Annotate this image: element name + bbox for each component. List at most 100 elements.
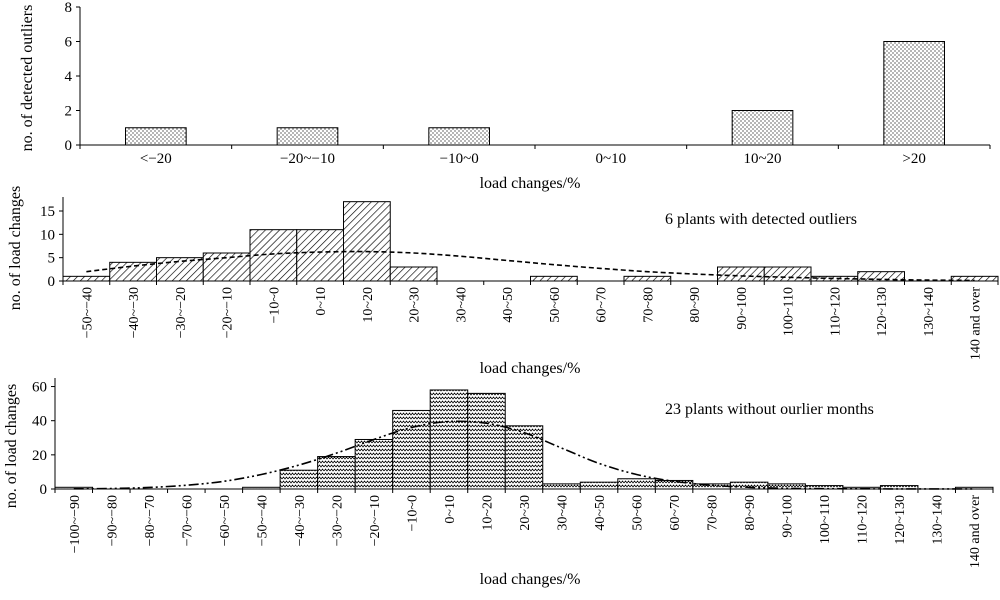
p1-category-label: 10~20 [743, 151, 781, 167]
p2-category-label: −40~−30 [127, 287, 142, 338]
p2-fit-curve [86, 250, 975, 282]
p3-fit-curve [73, 420, 975, 490]
p2-category-label: 50~60 [548, 287, 563, 323]
p2-bar [389, 266, 438, 282]
p2-category-label: 10~20 [361, 287, 376, 323]
p3-bar [467, 392, 506, 490]
p2-bar [156, 257, 204, 282]
p3-category-label: −70~−60 [180, 495, 195, 546]
p2-category-label: 0~10 [314, 287, 329, 316]
p3-category-label: 20~30 [518, 495, 533, 531]
p2-category-label: 30~40 [454, 287, 469, 323]
p1-bar [428, 127, 491, 146]
p3-category-label: 70~80 [706, 495, 721, 531]
p3-bar [242, 486, 281, 490]
p3-category-label: −20~−10 [368, 495, 383, 546]
p1-category-label: 0~10 [596, 151, 627, 167]
p2-ylabel: no. of load changes [7, 186, 24, 310]
p2-category-label: 80~90 [688, 287, 703, 323]
p2-bar [296, 229, 344, 282]
p3-bar [392, 409, 431, 490]
p3-category-label: −40~−30 [293, 495, 308, 546]
p2-bar [530, 275, 578, 282]
p2-xlabel: load changes/% [480, 360, 581, 377]
p1-ylabel: no. of detected outliers [19, 5, 36, 152]
p1-category-label: >20 [902, 151, 925, 167]
p3-category-label: −100~−90 [68, 495, 83, 553]
p2-category-label: 140 and over [969, 287, 984, 360]
p3-category-label: 140 and over [968, 495, 983, 568]
p2-category-label: −50~−40 [80, 287, 95, 338]
p2-category-label: −10~0 [267, 287, 282, 323]
p3-category-label: 80~90 [743, 495, 758, 531]
p3-category-label: −90~−80 [105, 495, 120, 546]
p3-bar [504, 425, 544, 490]
p3-category-label: −50~−40 [255, 495, 270, 546]
p1-bar [125, 127, 187, 146]
p2-bar [62, 275, 111, 282]
p3-category-label: 100~110 [818, 495, 833, 544]
p3-annotation: 23 plants without ourlier months [665, 401, 874, 418]
p2-bar [623, 275, 672, 282]
p1-category-label: −20~−10 [280, 151, 335, 167]
p1-bar [883, 41, 945, 146]
p2-category-label: 110~120 [828, 287, 843, 336]
p3-bar [879, 485, 919, 490]
p2-y-tick-label: 10 [40, 227, 55, 243]
p2-category-label: 100~110 [782, 287, 797, 336]
p3-category-label: 0~10 [443, 495, 458, 524]
p1-category-label: <−20 [140, 151, 172, 167]
p2-category-label: 120~130 [875, 287, 890, 337]
p3-bar [617, 478, 656, 490]
p1-bar [276, 127, 339, 146]
p2-bar [950, 275, 999, 282]
p3-bar [579, 481, 619, 490]
p1-y-tick-label: 0 [65, 138, 73, 154]
p2-bar [810, 275, 859, 282]
p2-category-label: 60~70 [595, 287, 610, 323]
p2-category-label: 70~80 [641, 287, 656, 323]
p3-category-label: −60~−50 [218, 495, 233, 546]
p3-category-label: −80~−70 [143, 495, 158, 546]
p2-category-label: −20~−10 [221, 287, 236, 338]
p2-bar [109, 261, 157, 282]
p2-bar [857, 271, 905, 282]
p2-annotation: 6 plants with detected outliers [665, 211, 857, 228]
p3-category-label: 10~20 [480, 495, 495, 531]
p1-category-label: −10~0 [440, 151, 479, 167]
p2-category-label: 40~50 [501, 287, 516, 323]
p3-category-label: 130~140 [931, 495, 946, 545]
p3-category-label: 30~40 [556, 495, 571, 531]
panel-1: no. of detected outliers load changes/% … [19, 0, 991, 192]
p3-bar [317, 456, 356, 490]
p2-bar [763, 266, 812, 282]
p3-bar [954, 486, 994, 490]
p3-y-tick-label: 40 [32, 414, 47, 430]
panel-3-plot: 0 20 40 60 −100~−90 −90~−80 −80~−70 −70~−60 −60~… [32, 378, 994, 568]
p3-y-tick-label: 60 [32, 380, 47, 396]
p3-xlabel: load changes/% [480, 571, 581, 588]
p1-y-tick-label: 4 [65, 69, 73, 85]
p3-category-label: 60~70 [668, 495, 683, 531]
p2-y-tick-label: 15 [40, 204, 55, 220]
p3-category-label: 120~130 [893, 495, 908, 545]
p3-bar [279, 469, 319, 490]
p3-bar [429, 389, 469, 490]
p2-bar [717, 266, 765, 282]
p3-category-label: −10~0 [405, 495, 420, 531]
p2-category-label: 90~100 [735, 287, 750, 330]
p3-bar [542, 483, 581, 490]
p2-category-label: 130~140 [922, 287, 937, 337]
p3-category-label: −30~−20 [330, 495, 345, 546]
p2-bar [343, 201, 391, 282]
p3-bar [354, 438, 394, 490]
p1-xlabel: load changes/% [480, 175, 581, 192]
p1-y-tick-label: 8 [65, 0, 73, 16]
panel-2-plot: 0 5 10 15 −50~−40 −40~−30 −30~−20 −20~−10 −10~0 0… [40, 197, 999, 360]
p3-y-tick-label: 20 [32, 448, 47, 464]
p3-category-label: 90~100 [781, 495, 796, 538]
p1-bar [731, 110, 794, 146]
p3-y-tick-label: 0 [40, 482, 48, 498]
p2-bar [202, 252, 251, 282]
